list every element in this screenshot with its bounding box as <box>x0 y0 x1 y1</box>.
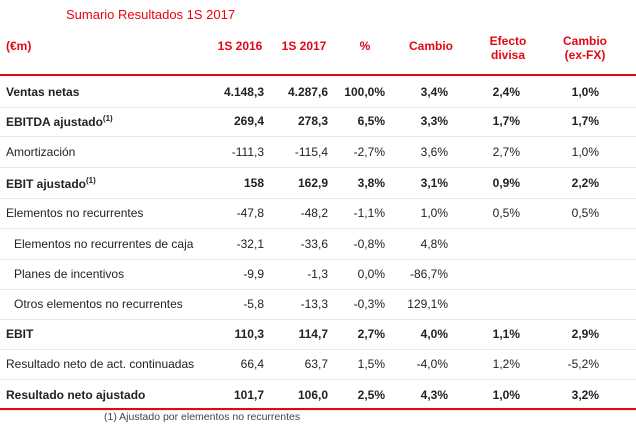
row-label: Resultado neto ajustado <box>6 388 146 402</box>
cell-efecto-divisa: 2,4% <box>492 85 520 99</box>
row-label: Otros elementos no recurrentes <box>14 297 183 311</box>
cell-cambio-exfx: -5,2% <box>567 357 599 371</box>
row-label: Ventas netas <box>6 85 80 99</box>
cell-1s2017: 114,7 <box>298 327 328 341</box>
cell-1s2016: 269,4 <box>233 114 264 128</box>
cell-cambio: 129,1% <box>407 297 448 311</box>
cell-1s2017: 106,0 <box>297 388 328 402</box>
cell-percent: 2,7% <box>357 327 385 341</box>
row-label: EBIT ajustado(1) <box>6 176 96 191</box>
cell-cambio-exfx: 2,9% <box>571 327 599 341</box>
cell-percent: 0,0% <box>357 267 385 281</box>
header-efecto-divisa: Efecto divisa <box>489 34 527 62</box>
cell-efecto-divisa: 1,0% <box>492 388 520 402</box>
cell-efecto-divisa: 2,7% <box>492 145 520 159</box>
cell-1s2017: 162,9 <box>297 176 328 190</box>
cell-cambio: 3,6% <box>420 145 448 159</box>
cell-cambio: 3,4% <box>420 85 448 99</box>
cell-1s2017: 278,3 <box>297 114 328 128</box>
table-row: EBIT 110,3 114,7 2,7% 4,0% 1,1% 2,9% <box>0 319 636 350</box>
header-cambio: Cambio <box>408 39 453 53</box>
row-label: Planes de incentivos <box>14 267 125 281</box>
header-1s2017: 1S 2017 <box>281 39 327 53</box>
table-row: Resultado neto ajustado 101,7 106,0 2,5% 4,3… <box>0 380 636 411</box>
table-row: Amortización -111,3 -115,4 -2,7% 3,6% 2,7% 1,0… <box>0 137 636 168</box>
cell-percent: -2,7% <box>353 145 385 159</box>
cell-percent: -0,8% <box>353 237 385 251</box>
cell-percent: 2,5% <box>357 388 385 402</box>
table-row: Resultado neto de act. continuadas 66,4 63… <box>0 349 636 380</box>
cell-1s2017: -13,3 <box>300 297 328 311</box>
cell-cambio: 3,1% <box>420 176 448 190</box>
row-label: Elementos no recurrentes de caja <box>14 237 194 251</box>
cell-1s2016: 66,4 <box>240 357 264 371</box>
footnote: (1) Ajustado por elementos no recurrente… <box>104 411 301 423</box>
cell-1s2016: -5,8 <box>243 297 264 311</box>
cell-cambio-exfx: 1,0% <box>571 85 599 99</box>
bottom-rule <box>0 408 636 410</box>
cell-percent: 1,5% <box>357 357 385 371</box>
row-label: Resultado neto de act. continuadas <box>6 357 195 371</box>
table-row: Planes de incentivos -9,9 -1,3 0,0% -86,7% <box>0 259 636 290</box>
cell-1s2017: -48,2 <box>300 206 328 220</box>
table-row: Otros elementos no recurrentes -5,8 -13,3 -… <box>0 289 636 320</box>
cell-1s2017: -1,3 <box>307 267 328 281</box>
cell-cambio-exfx: 3,2% <box>571 388 599 402</box>
cell-cambio: -86,7% <box>409 267 448 281</box>
cell-percent: 100,0% <box>344 85 385 99</box>
cell-percent: -1,1% <box>353 206 385 220</box>
cell-percent: -0,3% <box>353 297 385 311</box>
table-row: EBITDA ajustado(1) 269,4 278,3 6,5% 3,3% 1,7%… <box>0 106 636 137</box>
cell-1s2016: 110,3 <box>234 327 264 341</box>
footnote-marker: (1) <box>102 114 113 123</box>
cell-cambio: 1,0% <box>420 206 448 220</box>
cell-efecto-divisa: 1,2% <box>492 357 520 371</box>
table-row: Ventas netas 4.148,3 4.287,6 100,0% 3,4% 2,4%… <box>0 77 636 108</box>
table-row: Elementos no recurrentes de caja -32,1 -33… <box>0 229 636 260</box>
cell-1s2016: -111,3 <box>231 145 264 159</box>
cell-cambio: 3,3% <box>420 114 448 128</box>
cell-efecto-divisa: 1,1% <box>492 327 520 341</box>
table-title: Sumario Resultados 1S 2017 <box>66 7 236 22</box>
cell-1s2016: -47,8 <box>236 206 264 220</box>
cell-1s2016: -9,9 <box>243 267 264 281</box>
cell-cambio-exfx: 0,5% <box>571 206 599 220</box>
cell-1s2016: 101,7 <box>233 388 264 402</box>
cell-1s2017: -33,6 <box>300 237 328 251</box>
cell-1s2017: 63,7 <box>304 357 328 371</box>
row-label: Elementos no recurrentes <box>6 206 144 220</box>
row-label: EBIT <box>6 327 34 341</box>
row-label: Amortización <box>6 145 76 159</box>
cell-percent: 3,8% <box>357 176 385 190</box>
footnote-marker: (1) <box>86 176 96 185</box>
header-percent: % <box>359 39 371 53</box>
cell-cambio-exfx: 1,7% <box>571 114 599 128</box>
cell-1s2017: -115,4 <box>294 145 328 159</box>
header-cambio-exfx: Cambio (ex-FX) <box>562 34 607 62</box>
cell-efecto-divisa: 1,7% <box>492 114 520 128</box>
cell-efecto-divisa: 0,9% <box>492 176 520 190</box>
cell-cambio: 4,8% <box>420 237 448 251</box>
row-label: EBITDA ajustado(1) <box>6 114 113 129</box>
cell-1s2017: 4.287,6 <box>287 85 328 99</box>
table-row: EBIT ajustado(1) 158 162,9 3,8% 3,1% 0,9% 2,2% <box>0 168 636 199</box>
cell-cambio: -4,0% <box>416 357 448 371</box>
cell-efecto-divisa: 0,5% <box>492 206 520 220</box>
cell-1s2016: 158 <box>243 176 264 190</box>
cell-1s2016: -32,1 <box>236 237 264 251</box>
cell-cambio: 4,3% <box>420 388 448 402</box>
cell-percent: 6,5% <box>357 114 385 128</box>
cell-cambio: 4,0% <box>420 327 448 341</box>
header-unit: (€m) <box>6 39 32 53</box>
cell-cambio-exfx: 2,2% <box>571 176 599 190</box>
cell-cambio-exfx: 1,0% <box>571 145 599 159</box>
cell-1s2016: 4.148,3 <box>223 85 264 99</box>
table-row: Elementos no recurrentes -47,8 -48,2 -1,1% 1… <box>0 198 636 229</box>
header-1s2016: 1S 2016 <box>217 39 263 53</box>
table-header: (€m) 1S 2016 1S 2017 % Cambio Efecto div… <box>0 30 636 76</box>
